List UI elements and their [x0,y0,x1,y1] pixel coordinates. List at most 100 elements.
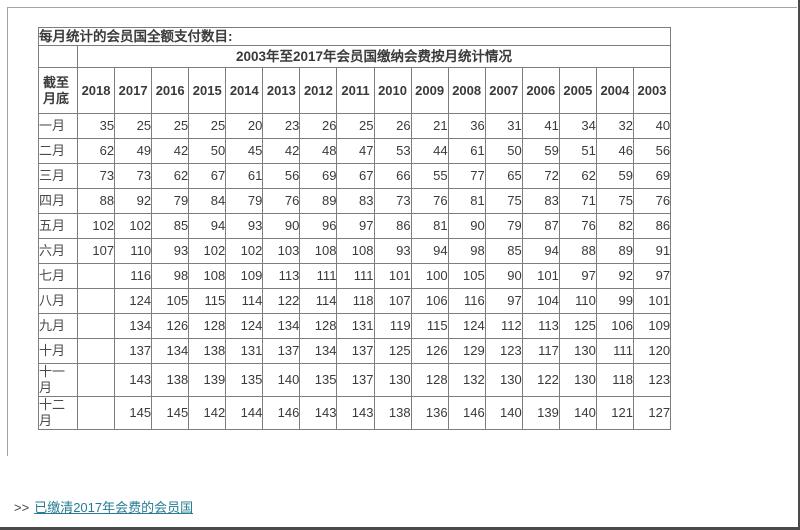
value-cell: 53 [373,138,412,164]
value-cell: 125 [558,313,597,339]
value-cell: 115 [410,313,449,339]
value-cell: 72 [521,163,560,189]
value-cell: 69 [299,163,338,189]
table-row-九月: 九月 134 126 128 124 134 128 131 119 115 124 112 113 12… [38,313,672,339]
value-cell: 125 [373,338,412,364]
value-cell: 108 [299,238,338,264]
month-label: 四月 [38,188,78,214]
table-row-八月: 八月 124 105 115 114 122 114 118 107 106 116 97 104 110… [38,288,672,314]
value-cell: 121 [595,396,634,430]
value-cell: 62 [558,163,597,189]
value-cell: 115 [188,288,227,314]
value-cell: 67 [188,163,227,189]
value-cell: 116 [447,288,486,314]
value-cell: 138 [188,338,227,364]
value-cell: 140 [484,396,523,430]
value-cell: 65 [484,163,523,189]
value-cell: 75 [595,188,634,214]
paid-members-link[interactable]: 已缴清2017年会费的会员国 [34,500,194,515]
value-cell: 97 [558,263,597,289]
table-row-二月: 二月 62 49 42 50 45 42 48 47 53 44 61 50 59 51 46 56 [38,138,672,164]
value-cell: 135 [299,363,338,397]
value-cell: 129 [447,338,486,364]
value-cell: 73 [114,163,153,189]
value-cell: 118 [336,288,375,314]
value-cell: 20 [225,113,264,139]
value-cell: 123 [484,338,523,364]
value-cell: 47 [336,138,375,164]
value-cell: 134 [262,313,301,339]
value-cell: 66 [373,163,412,189]
value-cell: 101 [373,263,412,289]
value-cell: 90 [484,263,523,289]
value-cell: 50 [484,138,523,164]
value-cell: 108 [188,263,227,289]
value-cell [76,288,116,314]
value-cell: 34 [558,113,597,139]
value-cell: 134 [299,338,338,364]
table-row-五月: 五月 102 102 85 94 93 90 96 97 86 81 90 79 87 76 82 86 [38,213,672,239]
value-cell: 130 [373,363,412,397]
value-cell: 86 [373,213,412,239]
value-cell: 111 [336,263,375,289]
value-cell: 41 [521,113,560,139]
value-cell: 93 [151,238,190,264]
value-cell: 139 [188,363,227,397]
value-cell: 146 [262,396,301,430]
table-title-row: 2003年至2017年会员国缴纳会费按月统计情况 [38,45,672,68]
value-cell: 110 [558,288,597,314]
value-cell: 92 [114,188,153,214]
footer: >> 已缴清2017年会费的会员国 [14,497,193,516]
value-cell: 81 [447,188,486,214]
value-cell: 21 [410,113,449,139]
value-cell: 122 [262,288,301,314]
year-header-2012: 2012 [299,67,338,114]
value-cell: 138 [151,363,190,397]
value-cell: 61 [225,163,264,189]
table-row-四月: 四月 88 92 79 84 79 76 89 83 73 76 81 75 83 71 75 76 [38,188,672,214]
value-cell: 32 [595,113,634,139]
value-cell: 123 [632,363,672,397]
value-cell: 101 [632,288,672,314]
table-row-十一月: 十一月 143 138 139 135 140 135 137 130 128 132 130 122 1… [38,363,672,397]
table-row-一月: 一月 35 25 25 25 20 23 26 25 26 21 36 31 41 34 32 40 [38,113,672,139]
value-cell: 109 [632,313,672,339]
value-cell: 128 [299,313,338,339]
frame-border-top [7,7,797,8]
value-cell: 111 [595,338,634,364]
value-cell: 55 [410,163,449,189]
value-cell: 135 [225,363,264,397]
value-cell: 59 [595,163,634,189]
value-cell: 137 [114,338,153,364]
value-cell: 114 [299,288,338,314]
value-cell: 97 [336,213,375,239]
value-cell: 26 [373,113,412,139]
month-label: 九月 [38,313,78,339]
value-cell: 76 [262,188,301,214]
value-cell: 118 [595,363,634,397]
value-cell: 97 [632,263,672,289]
value-cell: 104 [521,288,560,314]
value-cell: 82 [595,213,634,239]
year-header-2005: 2005 [558,67,597,114]
value-cell: 88 [76,188,116,214]
value-cell: 146 [447,396,486,430]
month-label: 二月 [38,138,78,164]
value-cell: 140 [558,396,597,430]
month-label: 十二月 [38,396,78,430]
table-caption-row: 每月统计的会员国全额支付数目: [37,27,672,46]
value-cell: 102 [188,238,227,264]
value-cell: 25 [114,113,153,139]
value-cell: 102 [76,213,116,239]
value-cell: 25 [336,113,375,139]
value-cell: 62 [151,163,190,189]
year-header-2014: 2014 [225,67,264,114]
year-header-row: 截至月底 2018 2017 2016 2015 2014 2013 2012 2011 201… [38,67,672,114]
value-cell: 90 [447,213,486,239]
value-cell: 42 [151,138,190,164]
value-cell: 94 [410,238,449,264]
value-cell: 113 [521,313,560,339]
corner-header: 截至月底 [38,67,78,114]
value-cell: 79 [151,188,190,214]
value-cell: 83 [336,188,375,214]
